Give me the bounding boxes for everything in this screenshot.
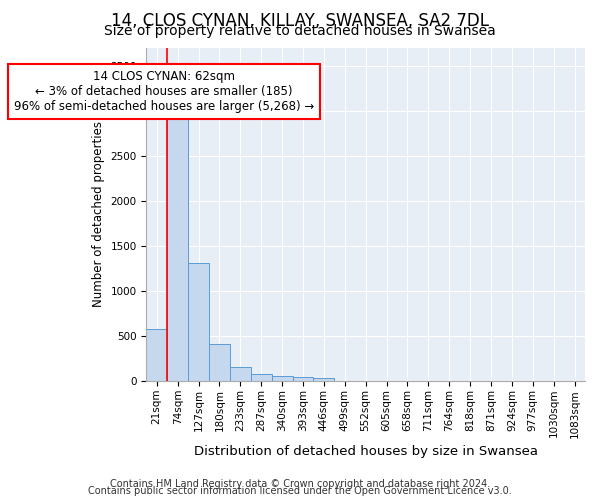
Bar [272,376,293,382]
Bar [293,377,313,382]
Text: Contains HM Land Registry data © Crown copyright and database right 2024.: Contains HM Land Registry data © Crown c… [110,479,490,489]
Bar [313,378,334,382]
Bar [209,344,230,382]
Bar [230,368,251,382]
Bar [188,263,209,382]
Bar [146,329,167,382]
X-axis label: Distribution of detached houses by size in Swansea: Distribution of detached houses by size … [194,444,538,458]
Text: 14, CLOS CYNAN, KILLAY, SWANSEA, SA2 7DL: 14, CLOS CYNAN, KILLAY, SWANSEA, SA2 7DL [111,12,489,30]
Text: Size of property relative to detached houses in Swansea: Size of property relative to detached ho… [104,24,496,38]
Bar [167,118,188,382]
Text: Contains public sector information licensed under the Open Government Licence v3: Contains public sector information licen… [88,486,512,496]
Y-axis label: Number of detached properties: Number of detached properties [92,122,105,308]
Text: 14 CLOS CYNAN: 62sqm
← 3% of detached houses are smaller (185)
96% of semi-detac: 14 CLOS CYNAN: 62sqm ← 3% of detached ho… [14,70,314,113]
Bar [251,374,272,382]
